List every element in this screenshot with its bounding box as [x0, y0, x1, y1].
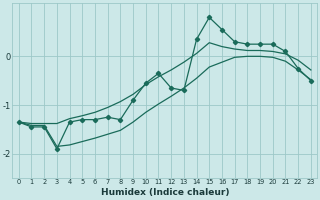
X-axis label: Humidex (Indice chaleur): Humidex (Indice chaleur): [100, 188, 229, 197]
